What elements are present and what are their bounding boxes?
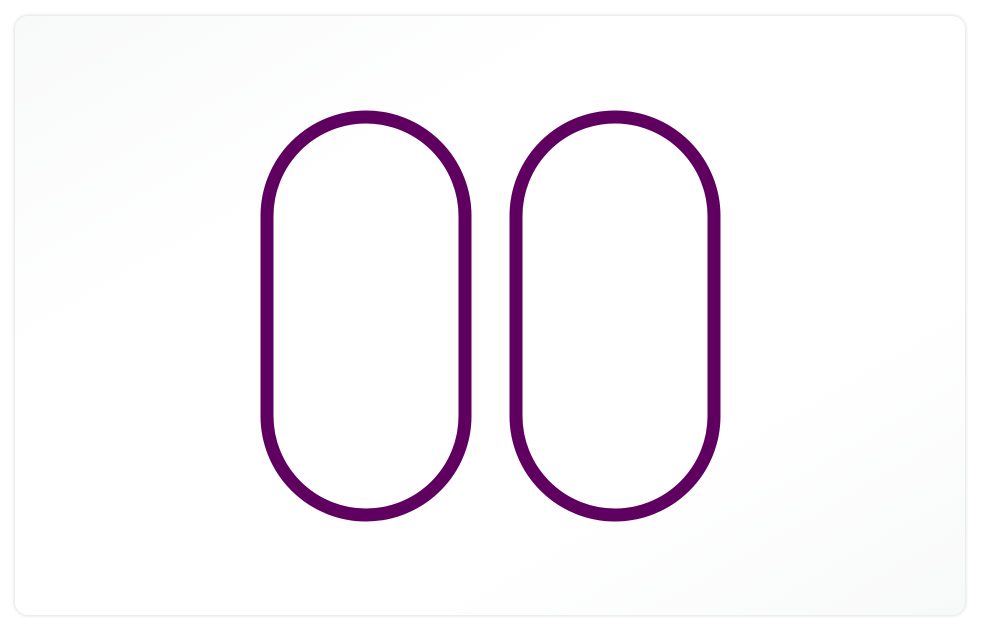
pause-bar-left [260, 110, 472, 522]
pause-bar-right [509, 110, 721, 522]
icon-card [14, 15, 966, 616]
